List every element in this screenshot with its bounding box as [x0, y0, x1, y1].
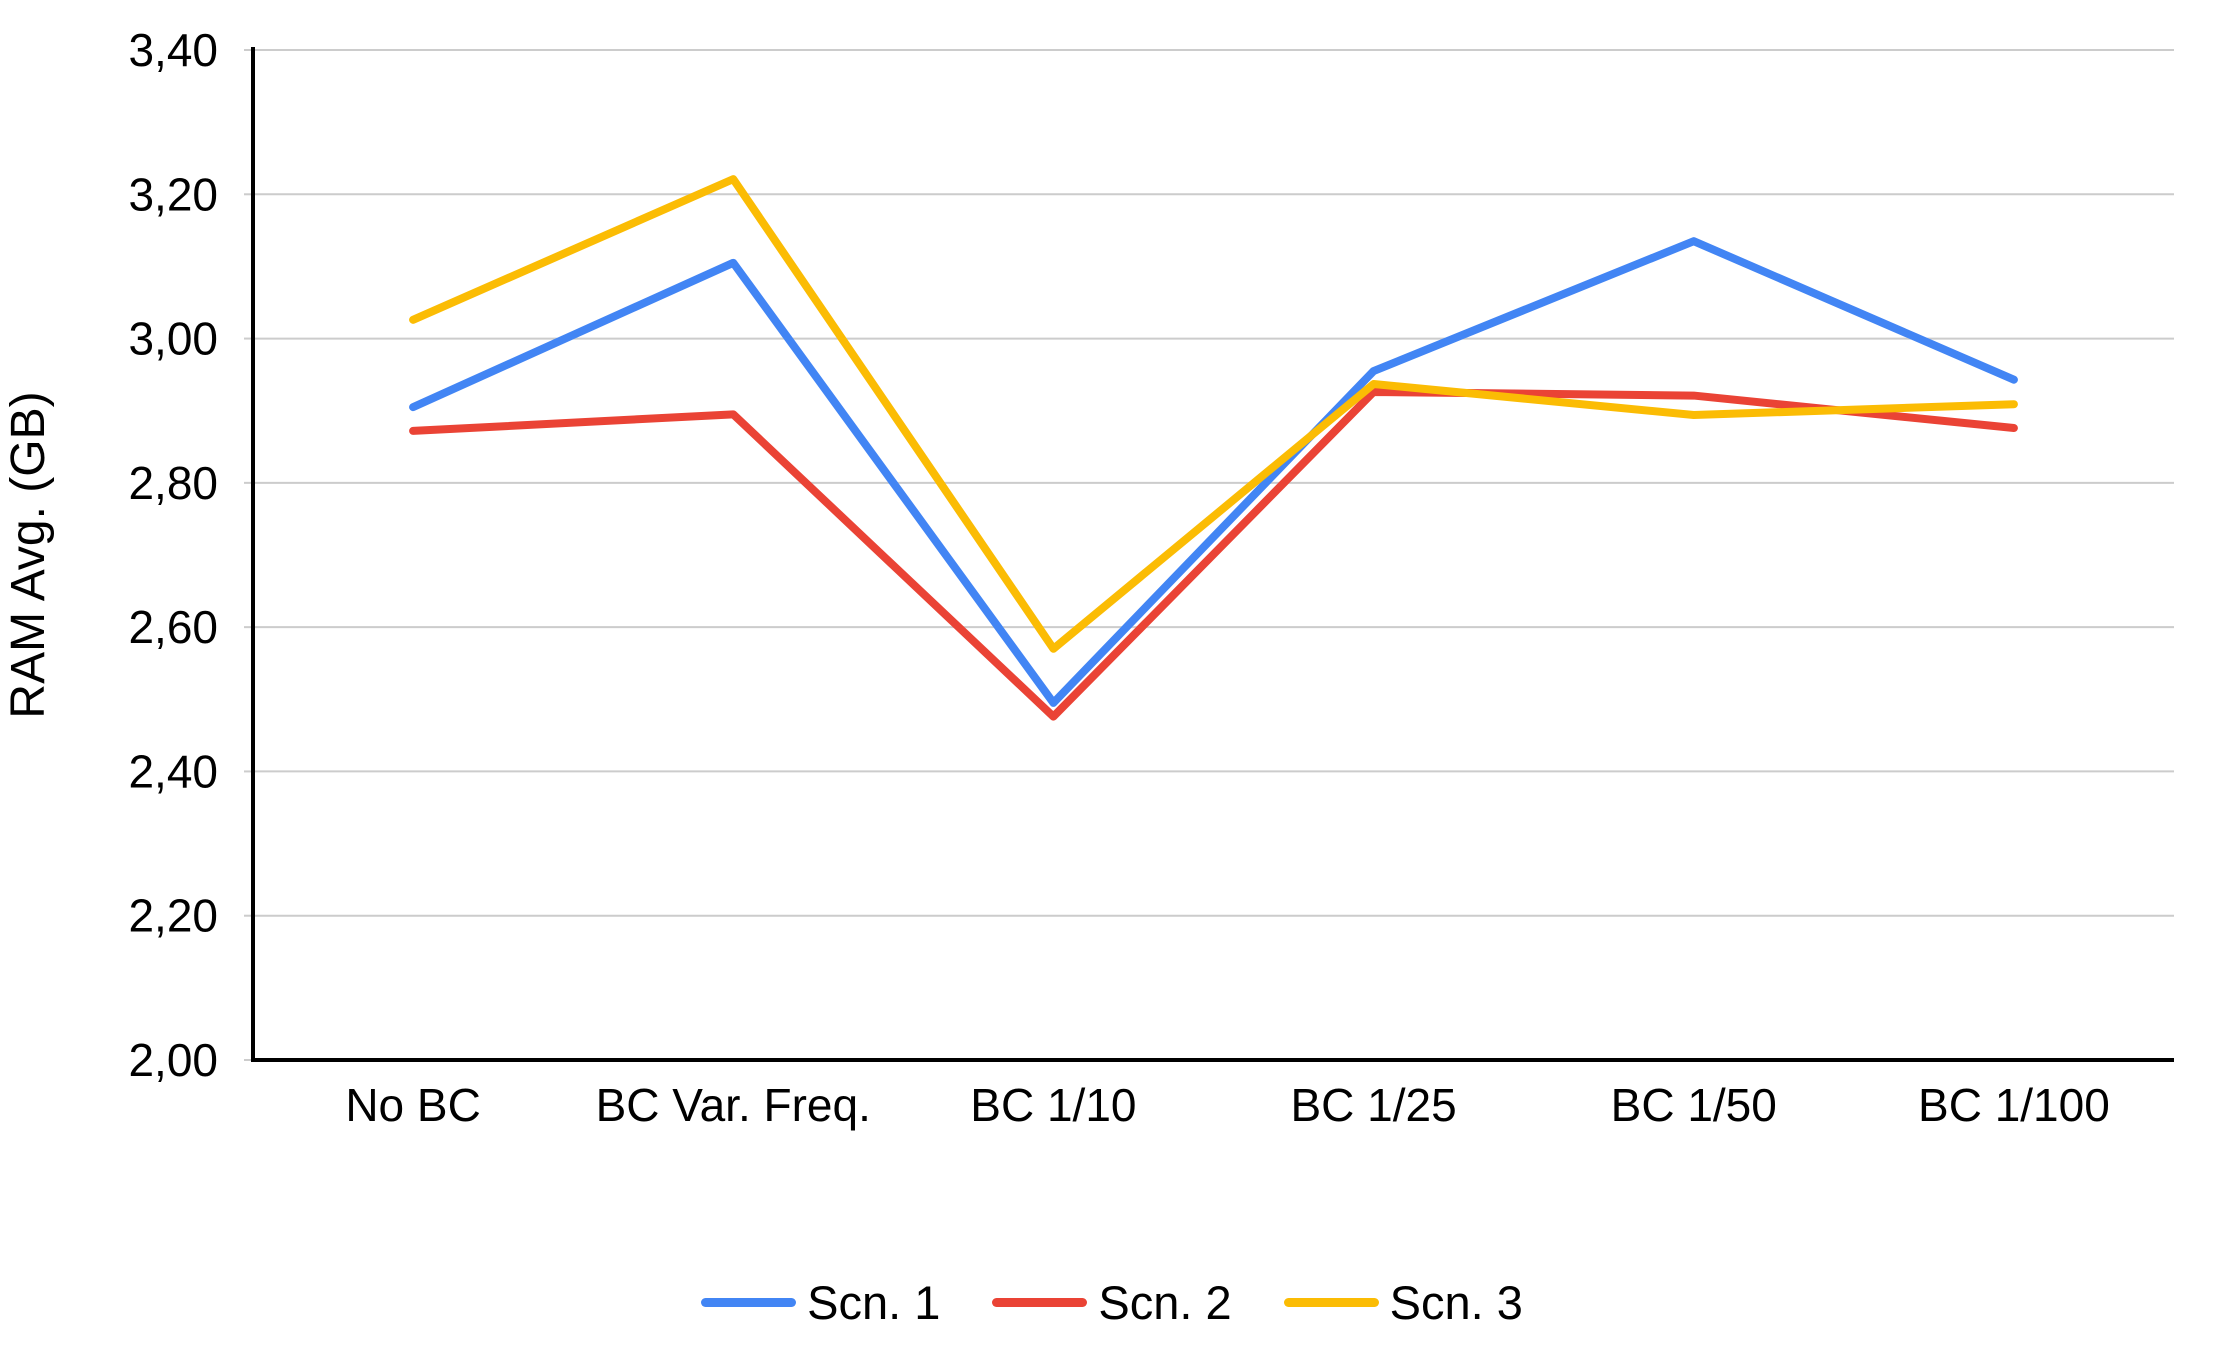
y-tick-label: 2,00	[128, 1034, 218, 1086]
legend-swatch-scn-2	[992, 1297, 1088, 1307]
legend-label-scn-3: Scn. 3	[1389, 1275, 1523, 1329]
axes-group	[251, 47, 2174, 1062]
series-line-scn-1	[409, 237, 2018, 707]
series-line-scn-2	[409, 387, 2018, 721]
x-category-label: BC Var. Freq.	[596, 1079, 871, 1131]
y-tick-label: 3,40	[128, 24, 218, 76]
x-category-label: BC 1/50	[1611, 1079, 1777, 1131]
series-line-scn-3	[409, 175, 2018, 653]
gridlines-group	[244, 49, 2174, 1061]
x-category-labels-group: No BC BC Var. Freq. BC 1/10 BC 1/25 BC 1/50 B…	[345, 1079, 2109, 1131]
x-category-label: BC 1/10	[970, 1079, 1136, 1131]
legend-swatch-scn-1	[701, 1297, 797, 1307]
legend-label-scn-2: Scn. 2	[1098, 1275, 1232, 1329]
legend-swatch-scn-3	[1283, 1297, 1379, 1307]
legend-item-scn-2: Scn. 2	[992, 1275, 1232, 1329]
chart-legend: Scn. 1 Scn. 2 Scn. 3	[0, 1272, 2224, 1332]
legend-item-scn-3: Scn. 3	[1283, 1275, 1523, 1329]
x-category-label: BC 1/100	[1918, 1079, 2110, 1131]
y-tick-label: 3,00	[128, 313, 218, 365]
y-tick-label: 2,60	[128, 601, 218, 653]
series-lines-group	[409, 175, 2018, 721]
y-tick-label: 2,80	[128, 457, 218, 509]
y-tick-label: 3,20	[128, 168, 218, 220]
y-axis-title: RAM Avg. (GB)	[2, 391, 55, 718]
x-category-label: BC 1/25	[1290, 1079, 1456, 1131]
legend-label-scn-1: Scn. 1	[807, 1275, 941, 1329]
legend-item-scn-1: Scn. 1	[701, 1279, 940, 1326]
x-category-label: No BC	[345, 1079, 480, 1131]
y-tick-labels-group: 2,00 2,20 2,40 2,60 2,80 3,00 3,20 3,40	[128, 24, 218, 1086]
y-tick-label: 2,40	[128, 745, 218, 797]
y-tick-label: 2,20	[128, 890, 218, 942]
